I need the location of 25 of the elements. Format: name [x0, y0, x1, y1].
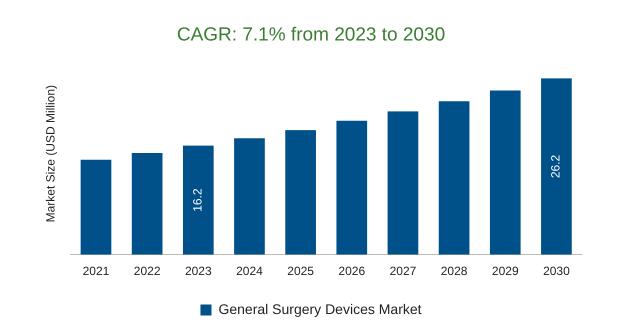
y-axis-title: Market Size (USD Million): [44, 85, 58, 222]
x-tick-label: 2025: [287, 264, 314, 278]
bar: [182, 146, 214, 255]
bar: [336, 120, 368, 255]
bar: [80, 160, 112, 255]
chart-title: CAGR: 7.1% from 2023 to 2030: [176, 24, 446, 46]
x-tick-label: 2027: [390, 264, 417, 278]
x-tick-label: 2029: [492, 264, 519, 278]
legend-label: General Surgery Devices Market: [218, 300, 422, 317]
bar: [541, 78, 572, 255]
data-label: 16.2: [190, 188, 205, 212]
x-tick-label: 2021: [82, 264, 110, 278]
x-tick-label: 2026: [338, 264, 366, 278]
bar: [388, 111, 418, 255]
x-tick-label: 2028: [440, 264, 468, 278]
x-tick-label: 2030: [543, 264, 570, 278]
bar: [132, 153, 162, 255]
x-tick-label: 2024: [236, 264, 264, 278]
data-label: 26.2: [548, 154, 563, 178]
x-tick-label: 2023: [184, 264, 212, 278]
bar: [285, 130, 316, 255]
bar: [438, 101, 470, 255]
x-tick-label: 2022: [134, 264, 161, 278]
bar: [490, 90, 521, 255]
bar: [234, 138, 265, 255]
